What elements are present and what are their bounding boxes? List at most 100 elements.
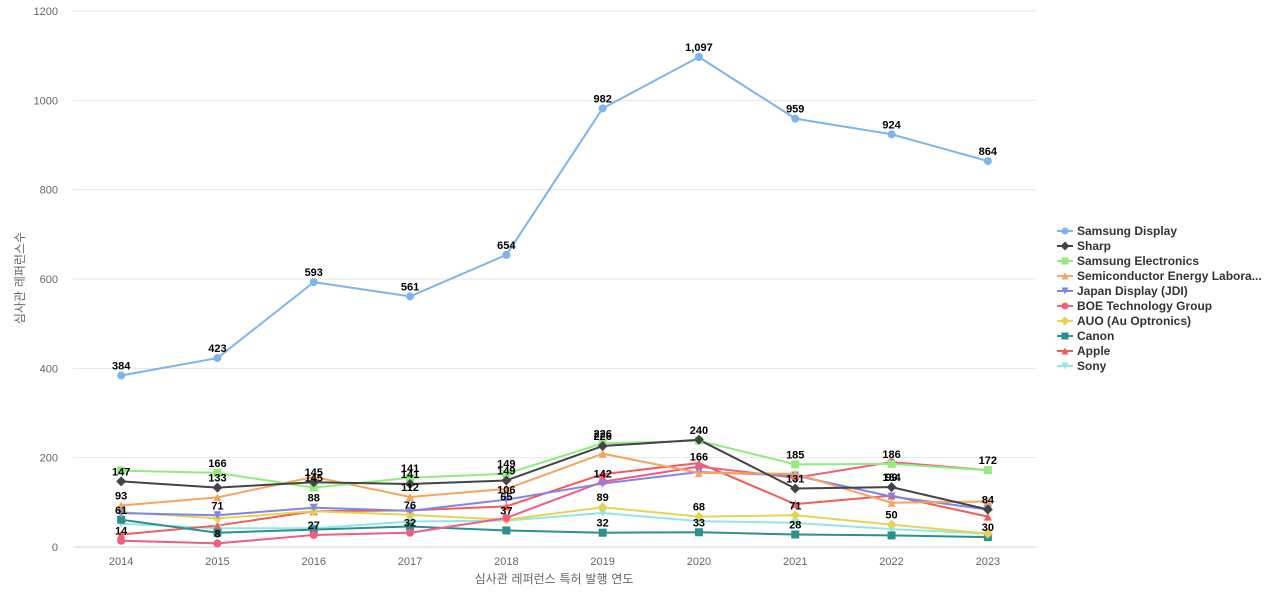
series-line-japan-display-jdi[interactable] (121, 470, 988, 517)
data-point-boe-technology-group[interactable] (406, 528, 415, 537)
data-point-boe-technology-group[interactable] (309, 530, 318, 539)
data-point-semiconductor-energy-labora[interactable] (598, 449, 607, 458)
data-point-samsung-display[interactable] (502, 250, 511, 259)
data-point-samsung-electronics[interactable] (213, 468, 222, 477)
series-line-sony[interactable] (121, 512, 988, 535)
data-point-semiconductor-energy-labora[interactable] (791, 469, 800, 478)
data-point-auo-au-optronics[interactable] (886, 519, 897, 530)
legend-symbol[interactable] (1061, 287, 1069, 295)
data-point-auo-au-optronics[interactable] (982, 528, 993, 539)
legend-item-apple[interactable]: Apple (1057, 344, 1111, 358)
data-point-semiconductor-energy-labora[interactable] (117, 501, 126, 510)
legend-item-sharp[interactable]: Sharp (1057, 239, 1111, 253)
data-point-samsung-electronics[interactable] (887, 459, 896, 468)
data-point-sharp[interactable] (501, 475, 512, 486)
legend-item-boe-technology-group[interactable]: BOE Technology Group (1057, 299, 1212, 313)
data-point-auo-au-optronics[interactable] (790, 510, 801, 521)
data-point-samsung-display[interactable] (694, 53, 703, 62)
data-point-canon[interactable] (598, 528, 607, 537)
data-point-sharp[interactable] (212, 482, 223, 493)
data-point-samsung-display[interactable] (406, 292, 415, 301)
legend-symbol[interactable] (1060, 241, 1070, 251)
data-point-samsung-display[interactable] (598, 104, 607, 113)
data-point-apple[interactable] (213, 521, 222, 530)
data-point-samsung-display[interactable] (117, 371, 126, 380)
data-point-japan-display-jdi[interactable] (309, 503, 318, 512)
data-point-sharp[interactable] (790, 483, 801, 494)
data-point-canon[interactable] (406, 522, 415, 531)
data-point-canon[interactable] (117, 515, 126, 524)
data-point-boe-technology-group[interactable] (117, 536, 126, 545)
data-point-samsung-electronics[interactable] (117, 466, 126, 475)
data-point-samsung-electronics[interactable] (406, 473, 415, 482)
data-point-canon[interactable] (213, 528, 222, 537)
data-point-auo-au-optronics[interactable] (693, 511, 704, 522)
series-line-sharp[interactable] (121, 438, 989, 511)
data-point-japan-display-jdi[interactable] (406, 506, 415, 515)
data-point-samsung-display[interactable] (791, 114, 800, 123)
data-point-canon[interactable] (502, 526, 511, 535)
data-point-sharp[interactable] (693, 434, 704, 445)
data-point-semiconductor-energy-labora[interactable] (887, 498, 896, 507)
data-point-semiconductor-energy-labora[interactable] (983, 497, 992, 506)
data-point-apple[interactable] (598, 470, 607, 479)
data-point-sharp[interactable] (308, 477, 319, 488)
data-point-canon[interactable] (887, 531, 896, 540)
data-point-samsung-display[interactable] (887, 130, 896, 139)
data-point-japan-display-jdi[interactable] (502, 495, 511, 504)
data-point-sharp[interactable] (116, 476, 127, 487)
data-point-apple[interactable] (983, 512, 992, 521)
data-point-japan-display-jdi[interactable] (598, 479, 607, 488)
data-point-samsung-display[interactable] (309, 278, 318, 287)
data-point-semiconductor-energy-labora[interactable] (694, 468, 703, 477)
data-point-auo-au-optronics[interactable] (597, 502, 608, 513)
data-point-apple[interactable] (117, 530, 126, 539)
data-point-sharp[interactable] (886, 482, 897, 493)
data-point-japan-display-jdi[interactable] (213, 511, 222, 520)
legend-symbol[interactable] (1061, 272, 1069, 280)
series-line-samsung-electronics[interactable] (121, 439, 988, 489)
data-point-canon[interactable] (791, 530, 800, 539)
legend-symbol[interactable] (1061, 257, 1069, 265)
series-line-auo-au-optronics[interactable] (121, 506, 988, 535)
legend-item-sony[interactable]: Sony (1057, 359, 1107, 373)
data-point-auo-au-optronics[interactable] (405, 509, 416, 520)
data-point-apple[interactable] (791, 500, 800, 509)
legend-item-samsung-electronics[interactable]: Samsung Electronics (1057, 254, 1199, 268)
legend-symbol[interactable] (1061, 347, 1069, 355)
legend-symbol[interactable] (1061, 302, 1069, 310)
legend-symbol[interactable] (1061, 227, 1069, 235)
data-point-canon[interactable] (694, 528, 703, 537)
data-point-semiconductor-energy-labora[interactable] (406, 492, 415, 501)
data-point-samsung-electronics[interactable] (502, 469, 511, 478)
legend-symbol[interactable] (1061, 362, 1069, 370)
data-point-samsung-display[interactable] (213, 354, 222, 363)
legend-item-auo-au-optronics[interactable]: AUO (Au Optronics) (1057, 314, 1191, 328)
data-point-sharp[interactable] (982, 504, 993, 515)
data-point-semiconductor-energy-labora[interactable] (213, 493, 222, 502)
data-point-samsung-electronics[interactable] (791, 460, 800, 469)
legend-item-canon[interactable]: Canon (1057, 329, 1114, 343)
series-line-samsung-display[interactable] (120, 56, 989, 377)
data-point-samsung-electronics[interactable] (309, 483, 318, 492)
legend-item-semiconductor-energy-labora[interactable]: Semiconductor Energy Labora... (1057, 269, 1262, 283)
data-point-sharp[interactable] (405, 479, 416, 490)
data-point-japan-display-jdi[interactable] (887, 492, 896, 501)
series-line-canon[interactable] (121, 518, 988, 539)
data-point-sony[interactable] (598, 509, 607, 518)
data-point-semiconductor-energy-labora[interactable] (502, 484, 511, 493)
data-point-boe-technology-group[interactable] (502, 513, 511, 522)
data-point-semiconductor-energy-labora[interactable] (309, 472, 318, 481)
data-point-japan-display-jdi[interactable] (117, 509, 126, 518)
data-point-boe-technology-group[interactable] (213, 539, 222, 548)
legend-item-japan-display-jdi[interactable]: Japan Display (JDI) (1057, 284, 1188, 298)
data-point-samsung-electronics[interactable] (983, 466, 992, 475)
legend-symbol[interactable] (1060, 316, 1070, 326)
series-line-boe-technology-group[interactable] (121, 461, 988, 545)
legend-item-samsung-display[interactable]: Samsung Display (1057, 224, 1177, 238)
data-point-samsung-display[interactable] (983, 157, 992, 166)
data-point-sharp[interactable] (597, 441, 608, 452)
data-point-canon[interactable] (309, 525, 318, 534)
legend-symbol[interactable] (1061, 332, 1069, 340)
data-point-sony[interactable] (791, 518, 800, 527)
